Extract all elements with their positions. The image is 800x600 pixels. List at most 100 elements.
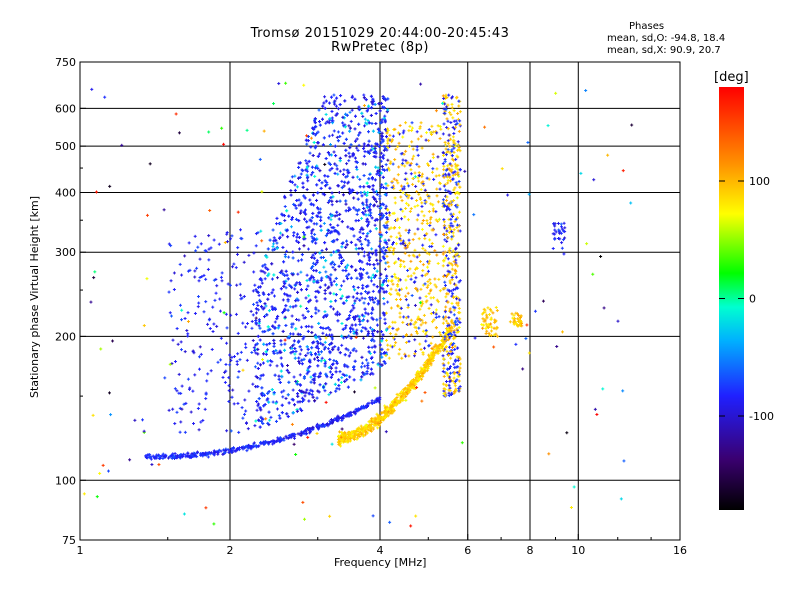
echo-point <box>261 361 265 365</box>
echo-point <box>323 291 327 295</box>
echo-point <box>328 143 332 147</box>
echo-point <box>397 165 401 169</box>
echo-point <box>315 299 319 303</box>
echo-point <box>212 238 216 242</box>
echo-point <box>215 324 219 328</box>
echo-point <box>254 419 258 423</box>
echo-point <box>366 191 370 195</box>
echo-point <box>371 129 375 133</box>
echo-point <box>247 389 251 393</box>
echo-point <box>421 263 425 267</box>
echo-point <box>383 114 387 118</box>
echo-point <box>424 339 428 343</box>
echo-point <box>355 296 359 300</box>
echo-point <box>362 254 366 258</box>
echo-point <box>294 327 298 331</box>
echo-point <box>450 301 454 305</box>
echo-point <box>277 377 281 381</box>
echo-point <box>413 232 417 236</box>
echo-point <box>360 111 364 115</box>
echo-point <box>240 445 244 449</box>
echo-point <box>230 447 234 451</box>
echo-point <box>192 451 196 455</box>
echo-point <box>323 310 327 314</box>
echo-point <box>339 284 343 288</box>
echo-point <box>418 126 422 130</box>
echo-point <box>315 396 319 400</box>
echo-point <box>429 341 433 345</box>
echo-point <box>307 399 311 403</box>
echo-point <box>214 291 218 295</box>
echo-point <box>449 356 453 360</box>
echo-point <box>229 237 233 241</box>
echo-point <box>235 362 239 366</box>
echo-point <box>319 256 323 260</box>
echo-point <box>490 329 494 333</box>
echo-point <box>293 287 297 291</box>
echo-point <box>281 245 285 249</box>
echo-point <box>455 196 459 200</box>
echo-point <box>329 95 333 99</box>
echo-point <box>338 199 342 203</box>
echo-point <box>362 206 366 210</box>
echo-point <box>358 298 362 302</box>
echo-point <box>225 429 229 433</box>
echo-point <box>404 121 408 125</box>
echo-point <box>455 316 459 320</box>
echo-point <box>443 158 447 162</box>
echo-point <box>360 361 364 365</box>
echo-point <box>451 135 455 139</box>
echo-point <box>434 308 438 312</box>
echo-point <box>388 332 392 336</box>
echo-point <box>322 136 326 140</box>
echo-point <box>441 354 445 358</box>
echo-point <box>434 326 438 330</box>
echo-point <box>339 415 343 419</box>
echo-point <box>308 198 312 202</box>
echo-point <box>340 245 344 249</box>
echo-point <box>457 325 461 329</box>
echo-point <box>206 372 210 376</box>
echo-point <box>293 433 297 437</box>
echo-point <box>407 144 411 148</box>
echo-point <box>384 186 388 190</box>
echo-point <box>327 134 331 138</box>
echo-point <box>427 306 431 310</box>
echo-point <box>249 445 253 449</box>
echo-point <box>406 268 410 272</box>
echo-point <box>367 275 371 279</box>
echo-point <box>416 213 420 217</box>
echo-point <box>318 123 322 127</box>
echo-point <box>456 319 460 323</box>
echo-point <box>199 352 203 356</box>
echo-point <box>345 378 349 382</box>
echo-point <box>343 99 347 103</box>
echo-point <box>369 113 373 117</box>
echo-point <box>446 361 450 365</box>
echo-point <box>197 367 201 371</box>
echo-point <box>279 436 283 440</box>
echo-point <box>234 448 238 452</box>
echo-point <box>361 114 365 118</box>
echo-point <box>278 380 282 384</box>
echo-point <box>182 452 186 456</box>
echo-point <box>275 216 279 220</box>
echo-point <box>242 294 246 298</box>
echo-point <box>191 389 195 393</box>
echo-point <box>272 338 276 342</box>
echo-point <box>429 296 433 300</box>
echo-point <box>335 283 339 287</box>
echo-point <box>447 345 451 349</box>
echo-point <box>333 102 337 106</box>
echo-point <box>291 256 295 260</box>
echo-point <box>270 277 274 281</box>
echo-point <box>352 196 356 200</box>
echo-point <box>407 203 411 207</box>
echo-point <box>236 352 240 356</box>
echo-point <box>287 433 291 437</box>
echo-point <box>330 421 334 425</box>
echo-point <box>487 331 491 335</box>
echo-point <box>386 348 390 352</box>
echo-point <box>455 323 459 327</box>
echo-point <box>414 184 418 188</box>
